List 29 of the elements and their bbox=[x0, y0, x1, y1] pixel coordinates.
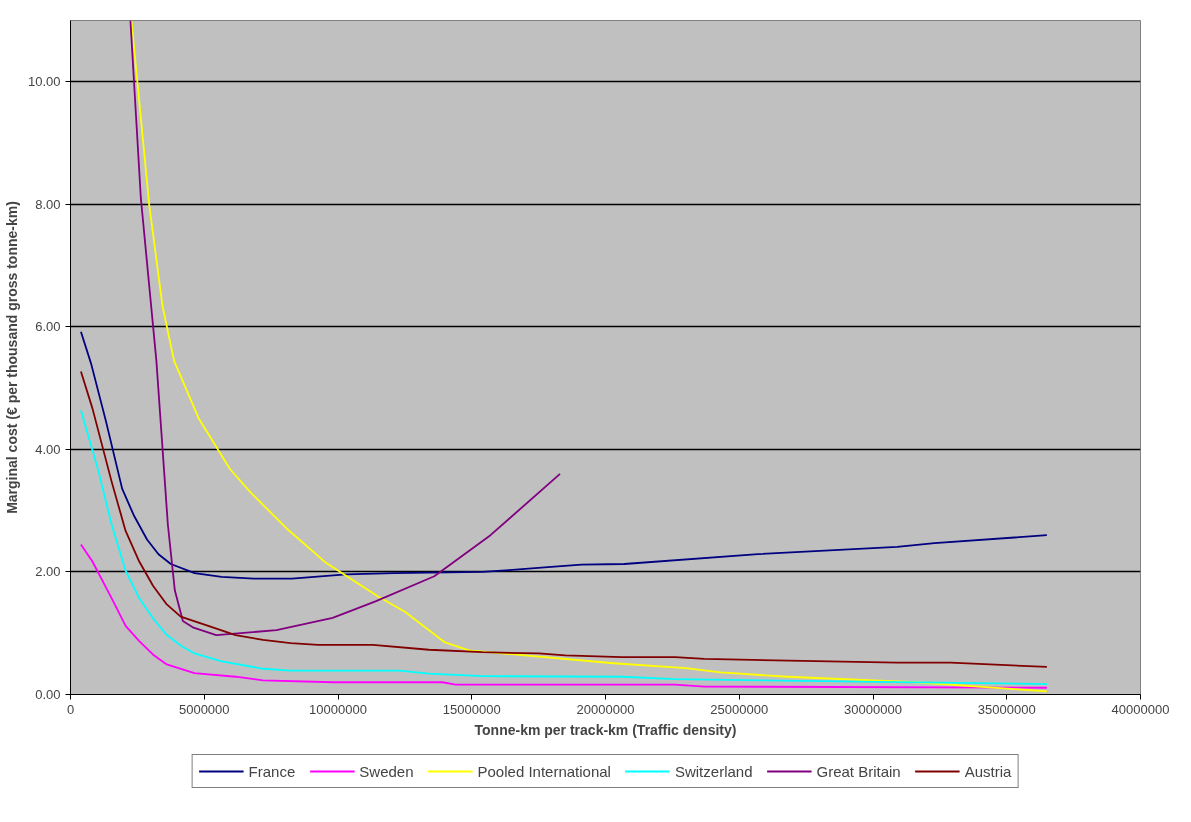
y-tick-label: 8.00 bbox=[35, 196, 61, 212]
legend-label: Austria bbox=[964, 762, 1012, 780]
x-tick-label: 0 bbox=[66, 701, 75, 717]
legend-label: Sweden bbox=[359, 762, 414, 780]
y-tick-label: 10.00 bbox=[27, 74, 61, 90]
line-series bbox=[80, 409, 1048, 685]
y-tick-label: 6.00 bbox=[35, 319, 61, 335]
y-tick-label: 0.00 bbox=[35, 687, 61, 702]
legend-label: Great Britain bbox=[816, 762, 901, 780]
x-axis-title: Tonne-km per track-km (Traffic density) bbox=[474, 721, 737, 738]
x-tick-label: 30000000 bbox=[844, 701, 902, 717]
line-series bbox=[130, 20, 1048, 693]
line-series bbox=[129, 20, 561, 636]
legend-label: Pooled International bbox=[477, 762, 611, 780]
x-tick-label: 40000000 bbox=[1111, 701, 1170, 717]
y-tick-label: 2.00 bbox=[35, 564, 61, 580]
x-tick-label: 35000000 bbox=[977, 701, 1036, 717]
y-axis-title: Marginal cost (€ per thousand gross tonne-km) bbox=[3, 201, 20, 514]
x-tick-label: 25000000 bbox=[710, 701, 769, 717]
legend-label: France bbox=[248, 762, 296, 780]
x-tick-label: 15000000 bbox=[442, 701, 501, 717]
x-tick-label: 20000000 bbox=[576, 701, 635, 717]
y-tick-label: 4.00 bbox=[35, 441, 61, 457]
line-series bbox=[80, 543, 1048, 689]
line-series bbox=[80, 370, 1048, 668]
x-tick-label: 10000000 bbox=[309, 701, 367, 717]
line-series bbox=[80, 330, 1048, 580]
legend-label: Switzerland bbox=[674, 762, 753, 780]
x-tick-label: 5000000 bbox=[178, 701, 230, 717]
